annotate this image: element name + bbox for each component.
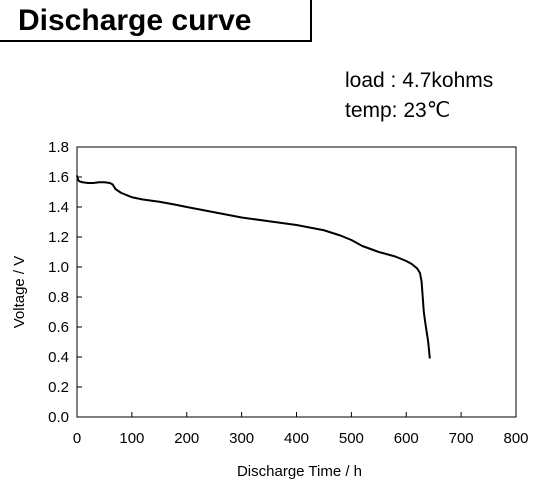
conditions-annotation: load : 4.7kohms temp: 23℃ xyxy=(345,66,493,126)
plot-area-frame xyxy=(76,146,517,418)
page-title: Discharge curve xyxy=(18,4,252,37)
load-annotation: load : 4.7kohms xyxy=(345,69,494,92)
y-tick-label: 1.0 xyxy=(48,259,69,276)
y-tick-label: 0.2 xyxy=(48,379,69,396)
y-tick-label: 0.8 xyxy=(48,289,69,306)
x-tick-label: 400 xyxy=(284,430,309,447)
temp-annotation: temp: 23℃ xyxy=(345,99,451,122)
x-axis-label: Discharge Time / h xyxy=(237,463,362,480)
x-tick-label: 100 xyxy=(119,430,144,447)
y-tick-label: 0.6 xyxy=(48,319,69,336)
y-tick-label: 1.8 xyxy=(48,139,69,156)
y-tick-label: 1.4 xyxy=(48,199,69,216)
y-tick-label: 0.0 xyxy=(48,409,69,426)
x-tick-label: 300 xyxy=(229,430,254,447)
x-tick-label: 500 xyxy=(339,430,364,447)
y-axis-label: Voltage / V xyxy=(11,256,28,329)
x-tick-label: 800 xyxy=(503,430,528,447)
x-tick-label: 0 xyxy=(73,430,81,447)
discharge-series-line xyxy=(76,175,431,359)
x-tick-label: 700 xyxy=(449,430,474,447)
y-tick-label: 1.6 xyxy=(48,169,69,186)
y-tick-label: 0.4 xyxy=(48,349,69,366)
x-tick-label: 200 xyxy=(174,430,199,447)
y-tick-label: 1.2 xyxy=(48,229,69,246)
x-tick-label: 600 xyxy=(394,430,419,447)
title-box: Discharge curve xyxy=(0,0,312,42)
